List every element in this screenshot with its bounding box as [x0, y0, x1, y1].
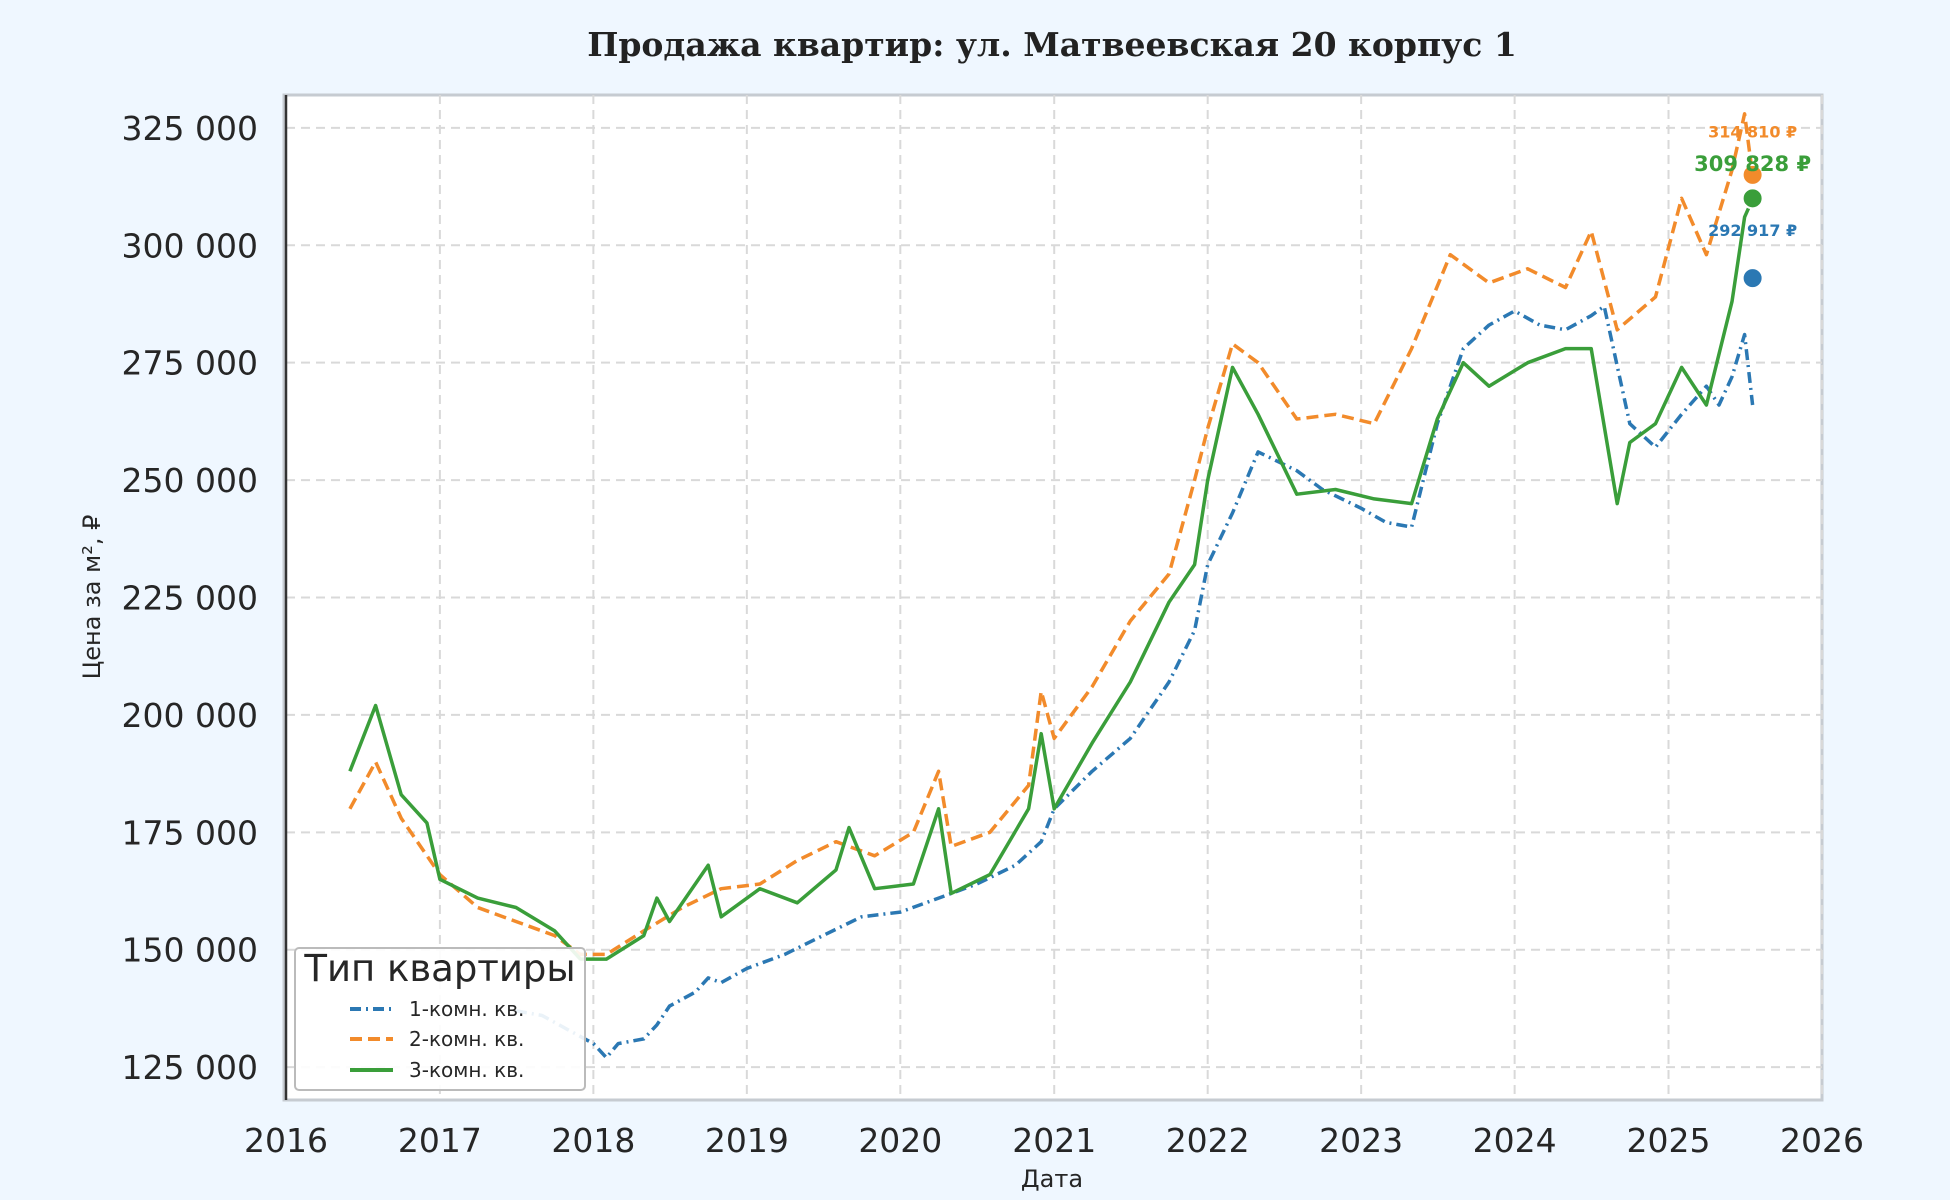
x-axis-label: Дата — [1021, 1165, 1083, 1193]
last-value-label: 314 810 ₽ — [1708, 122, 1797, 141]
legend-label-1room: 1-комн. кв. — [409, 997, 524, 1021]
x-tick-label: 2026 — [1780, 1121, 1864, 1160]
annotations: 314 810 ₽ 309 828 ₽ 292 917 ₽ — [1694, 122, 1811, 290]
x-tick-label: 2018 — [551, 1121, 635, 1160]
last-value-marker — [1741, 267, 1764, 290]
x-tick-label: 2025 — [1627, 1121, 1711, 1160]
last-value-marker — [1741, 187, 1764, 210]
series-line-3room — [348, 198, 1755, 961]
y-tick-label: 175 000 — [122, 813, 258, 852]
legend-label-3room: 3-комн. кв. — [409, 1058, 524, 1082]
last-value-marker — [1741, 163, 1764, 186]
last-value-label: 292 917 ₽ — [1708, 221, 1797, 240]
y-tick-label: 250 000 — [122, 461, 258, 500]
y-tick-label: 300 000 — [122, 226, 258, 265]
y-tick-labels: 125 000 150 000 175 000 200 000 225 000 250 0… — [122, 109, 258, 1087]
x-tick-label: 2017 — [398, 1121, 482, 1160]
x-tick-label: 2024 — [1473, 1121, 1557, 1160]
y-tick-label: 150 000 — [122, 931, 258, 970]
y-axis-label: Цена за м², ₽ — [78, 515, 106, 680]
series-layer — [348, 112, 1755, 1060]
last-value-label: 309 828 ₽ — [1694, 152, 1811, 176]
x-tick-label: 2022 — [1166, 1121, 1250, 1160]
y-tick-label: 225 000 — [122, 579, 258, 618]
y-tick-label: 275 000 — [122, 344, 258, 383]
x-tick-label: 2019 — [705, 1121, 789, 1160]
series-line-2room — [348, 112, 1755, 957]
legend: Тип квартиры 1-комн. кв. 2-комн. кв. 3-к… — [294, 947, 586, 1091]
y-tick-label: 125 000 — [122, 1048, 258, 1087]
legend-label-2room: 2-комн. кв. — [409, 1027, 524, 1051]
x-tick-label: 2020 — [858, 1121, 942, 1160]
x-tick-label: 2016 — [244, 1121, 328, 1160]
y-tick-label: 325 000 — [122, 109, 258, 148]
legend-title: Тип квартиры — [303, 947, 575, 990]
x-tick-label: 2021 — [1012, 1121, 1096, 1160]
y-tick-label: 200 000 — [122, 696, 258, 735]
x-tick-labels: 2016 2017 2018 2019 2020 2021 2022 2023 2024 2025… — [244, 1121, 1864, 1160]
x-tick-label: 2023 — [1319, 1121, 1403, 1160]
chart-title: Продажа квартир: ул. Матвеевская 20 корп… — [587, 25, 1517, 64]
legend-box — [294, 947, 586, 1091]
